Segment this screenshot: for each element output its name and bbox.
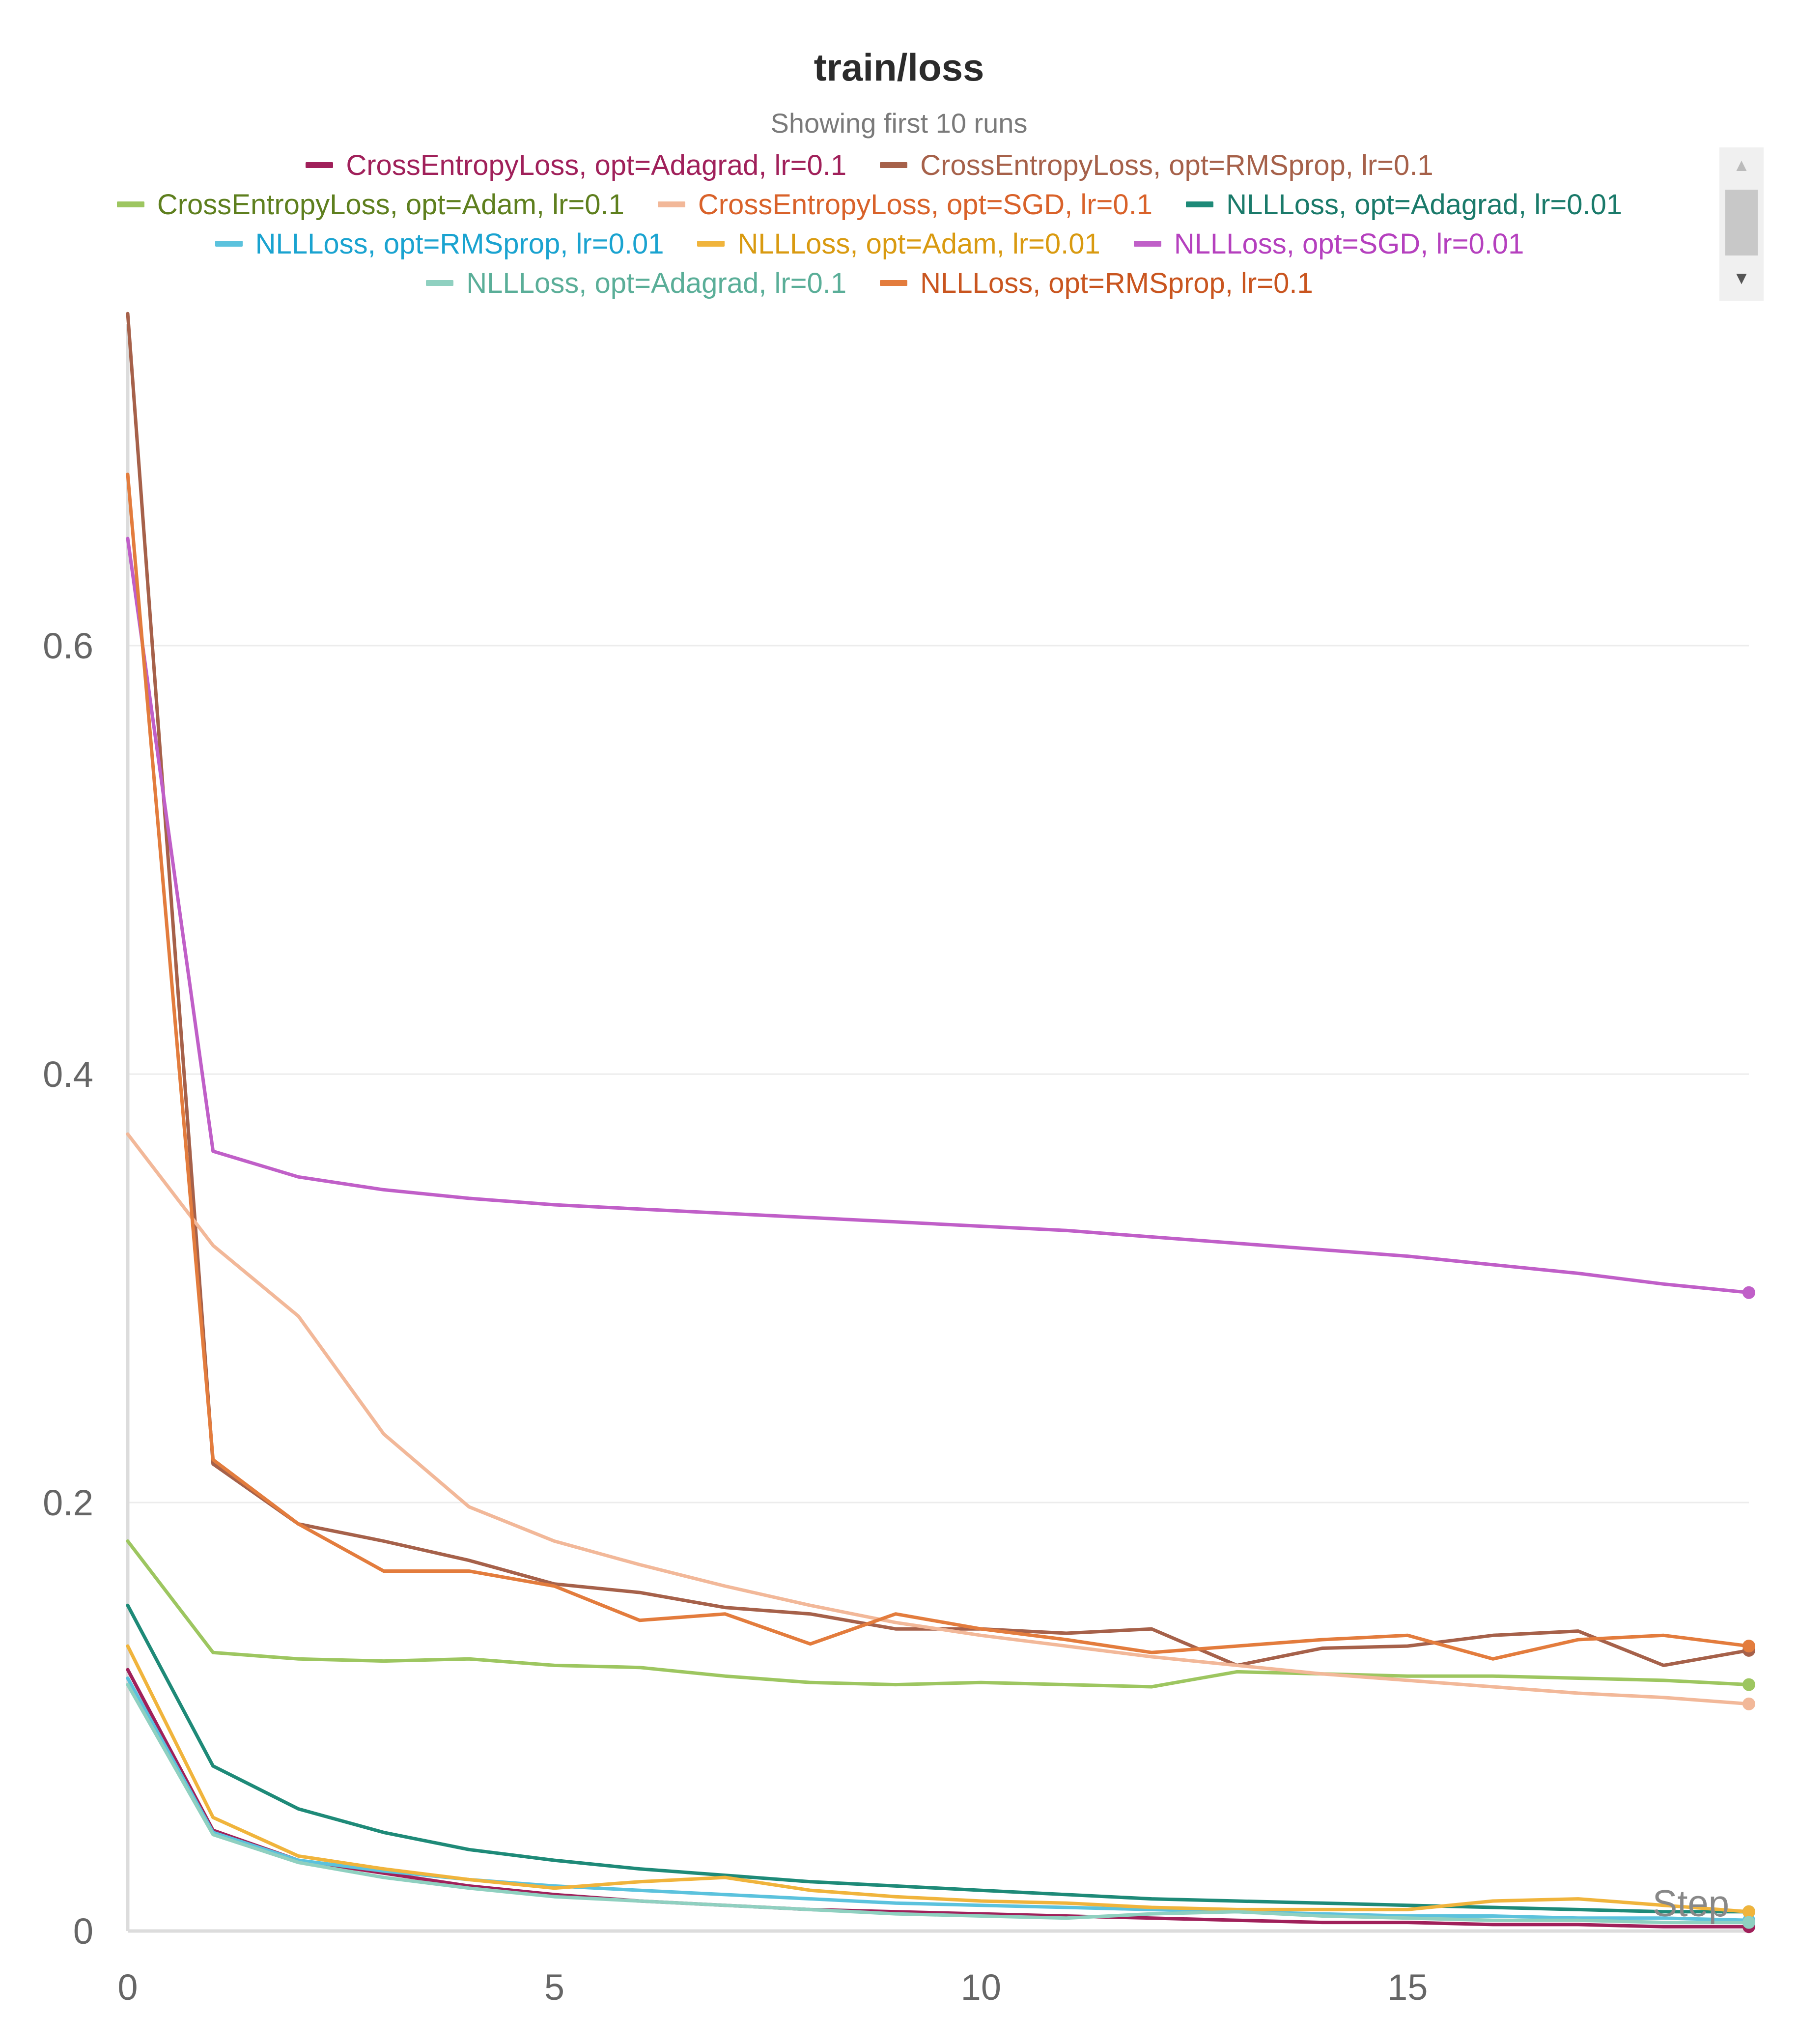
legend-swatch (215, 241, 243, 247)
series-endpoint-3 (1742, 1697, 1755, 1710)
series-endpoint-6 (1742, 1905, 1755, 1918)
series-line-1[interactable] (126, 312, 1751, 1667)
legend-label: NLLLoss, opt=RMSprop, lr=0.01 (255, 227, 664, 260)
legend-item[interactable]: NLLLoss, opt=RMSprop, lr=0.01 (215, 227, 664, 260)
legend-label: NLLLoss, opt=Adam, lr=0.01 (737, 227, 1100, 260)
chart-subtitle: Showing first 10 runs (770, 108, 1028, 139)
legend-item[interactable]: CrossEntropyLoss, opt=Adam, lr=0.1 (116, 188, 624, 221)
legend-item[interactable]: CrossEntropyLoss, opt=RMSprop, lr=0.1 (880, 149, 1433, 182)
legend-row: CrossEntropyLoss, opt=Adam, lr=0.1 CrossE… (29, 185, 1710, 224)
x-tick-label: 15 (1387, 1967, 1428, 2008)
series-lines (126, 312, 1751, 1929)
legend-swatch (697, 241, 725, 247)
triangle-up-icon[interactable]: ▲ (1733, 155, 1750, 175)
legend[interactable]: CrossEntropyLoss, opt=Adagrad, lr=0.1 Cro… (29, 145, 1710, 299)
legend-item[interactable]: CrossEntropyLoss, opt=SGD, lr=0.1 (657, 188, 1153, 221)
series-line-4[interactable] (126, 1603, 1751, 1914)
legend-swatch (880, 162, 908, 168)
x-tick-label: 5 (544, 1967, 564, 2008)
legend-label: CrossEntropyLoss, opt=SGD, lr=0.1 (698, 188, 1153, 221)
legend-item[interactable]: NLLLoss, opt=RMSprop, lr=0.1 (880, 267, 1313, 299)
y-tick-label: 0.2 (43, 1482, 93, 1523)
legend-label: NLLLoss, opt=Adagrad, lr=0.1 (466, 267, 847, 299)
legend-label: CrossEntropyLoss, opt=RMSprop, lr=0.1 (920, 149, 1433, 181)
legend-row: NLLLoss, opt=RMSprop, lr=0.01 NLLLoss, op… (29, 224, 1710, 263)
triangle-down-icon[interactable]: ▼ (1733, 268, 1750, 288)
legend-item[interactable]: NLLLoss, opt=Adam, lr=0.01 (697, 227, 1100, 260)
legend-swatch (657, 201, 685, 207)
axis-labels: 0 0.2 0.4 0.6 0 5 10 15 Step (43, 625, 1729, 2008)
chart-title: train/loss (814, 46, 984, 89)
series-line-0[interactable] (126, 1668, 1751, 1929)
series-line-8[interactable] (126, 1683, 1751, 1925)
legend-label: CrossEntropyLoss, opt=Adagrad, lr=0.1 (346, 149, 847, 181)
legend-swatch (426, 280, 454, 286)
grid-lines (128, 645, 1749, 1504)
x-tick-label: 10 (961, 1967, 1001, 2008)
legend-row: CrossEntropyLoss, opt=Adagrad, lr=0.1 Cro… (29, 145, 1710, 185)
y-tick-label: 0 (73, 1911, 93, 1952)
legend-item[interactable]: CrossEntropyLoss, opt=Adagrad, lr=0.1 (306, 149, 846, 182)
legend-swatch (1133, 241, 1161, 247)
series-endpoints (1742, 1286, 1755, 1933)
legend-label: CrossEntropyLoss, opt=Adam, lr=0.1 (157, 188, 624, 221)
series-line-5[interactable] (126, 1676, 1751, 1922)
legend-swatch (1186, 201, 1214, 207)
legend-item[interactable]: NLLLoss, opt=Adagrad, lr=0.01 (1186, 188, 1622, 221)
legend-label: NLLLoss, opt=SGD, lr=0.01 (1174, 227, 1524, 260)
scrollbar-thumb[interactable] (1725, 190, 1758, 256)
legend-row: NLLLoss, opt=Adagrad, lr=0.1 NLLLoss, opt… (29, 263, 1710, 299)
series-endpoint-7 (1742, 1286, 1755, 1299)
series-line-9[interactable] (126, 472, 1751, 1661)
y-tick-label: 0.6 (43, 625, 93, 666)
x-tick-label: 0 (117, 1967, 138, 2008)
series-endpoint-2 (1742, 1678, 1755, 1691)
legend-label: NLLLoss, opt=Adagrad, lr=0.01 (1226, 188, 1623, 221)
legend-swatch (306, 162, 334, 168)
legend-label: NLLLoss, opt=RMSprop, lr=0.1 (920, 267, 1313, 299)
legend-swatch (116, 201, 144, 207)
series-line-6[interactable] (126, 1644, 1751, 1914)
y-tick-label: 0.4 (43, 1054, 93, 1095)
legend-swatch (880, 280, 908, 286)
series-line-2[interactable] (126, 1539, 1751, 1689)
series-endpoint-8 (1742, 1916, 1755, 1929)
axes (126, 324, 1749, 1933)
series-line-3[interactable] (126, 1132, 1751, 1706)
series-endpoint-9 (1742, 1640, 1755, 1653)
series-line-7[interactable] (126, 537, 1751, 1295)
legend-item[interactable]: NLLLoss, opt=Adagrad, lr=0.1 (426, 267, 846, 299)
legend-item[interactable]: NLLLoss, opt=SGD, lr=0.01 (1133, 227, 1524, 260)
x-axis-title: Step (1653, 1883, 1729, 1925)
legend-scrollbar[interactable]: ▲ ▼ (1719, 147, 1764, 301)
